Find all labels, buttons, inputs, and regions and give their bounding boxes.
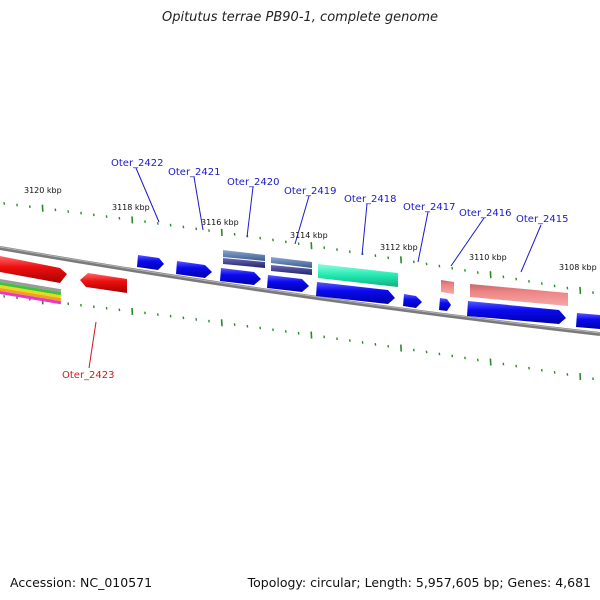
feature-navy-2420[interactable] — [223, 258, 265, 268]
feature-stripe-gray[interactable] — [0, 278, 62, 293]
tick-label-3114: 3114 kbp — [290, 231, 328, 240]
feature-stripe-yellow[interactable] — [0, 285, 62, 299]
cds-arrow-oter-2416[interactable] — [439, 298, 451, 311]
tick-label-3108: 3108 kbp — [559, 263, 597, 272]
feature-teal-2418[interactable] — [318, 264, 398, 287]
gene-label-oter-2417[interactable]: Oter_2417 — [403, 202, 456, 213]
feature-stripe-green[interactable] — [0, 281, 62, 296]
tick-label-3116: 3116 kbp — [201, 218, 239, 227]
feature-stripe-orange[interactable] — [0, 288, 62, 302]
gene-label-oter-2423[interactable]: Oter_2423 — [62, 370, 115, 381]
gene-label-oter-2421[interactable]: Oter_2421 — [168, 167, 221, 178]
cds-arrow-oter-2421[interactable] — [176, 261, 212, 278]
cds-arrow-oter-2419[interactable] — [267, 275, 309, 292]
feature-navy-2419[interactable] — [271, 265, 312, 275]
cds-arrow-next[interactable] — [576, 313, 600, 329]
feature-salmon-2416[interactable] — [441, 280, 454, 294]
gene-label-oter-2415[interactable]: Oter_2415 — [516, 214, 569, 225]
leader-oter-2418 — [361, 203, 368, 256]
outer-tick-ring — [3, 202, 594, 295]
gene-label-oter-2422[interactable]: Oter_2422 — [111, 158, 164, 169]
cds-arrow-oter-2417[interactable] — [403, 294, 422, 308]
cds-arrow-oter-2415[interactable] — [467, 301, 566, 324]
map-title: Opitutus terrae PB90-1, complete genome — [161, 10, 439, 25]
feature-track-upper — [223, 250, 568, 306]
gene-label-oter-2418[interactable]: Oter_2418 — [344, 194, 397, 205]
upper-gene-labels: Oter_2422 Oter_2421 Oter_2420 Oter_2419 … — [111, 158, 569, 225]
tick-label-3120: 3120 kbp — [24, 186, 62, 195]
tick-labels: 3120 kbp 3118 kbp 3116 kbp 3114 kbp 3112… — [24, 186, 597, 272]
gene-leader-lines — [135, 167, 542, 273]
cds-arrow-oter-2420[interactable] — [220, 268, 261, 285]
feature-steel-2419[interactable] — [271, 257, 312, 268]
inner-tick-ring — [3, 295, 594, 381]
gene-label-oter-2420[interactable]: Oter_2420 — [227, 177, 280, 188]
leader-oter-2423 — [88, 321, 97, 369]
leader-oter-2422 — [135, 167, 160, 223]
tick-label-3110: 3110 kbp — [469, 253, 507, 262]
leader-oter-2419 — [294, 195, 310, 245]
gene-label-oter-2416[interactable]: Oter_2416 — [459, 208, 512, 219]
feature-salmon-2415[interactable] — [470, 284, 568, 306]
leader-oter-2420 — [246, 186, 254, 238]
tick-label-3118: 3118 kbp — [112, 203, 150, 212]
genome-backbone — [0, 246, 600, 336]
left-features — [0, 256, 127, 305]
topology-label: Topology: circular; Length: 5,957,605 bp… — [247, 575, 591, 590]
gene-label-oter-2419[interactable]: Oter_2419 — [284, 186, 337, 197]
genome-backbone-highlight — [0, 246, 600, 334]
leader-oter-2417 — [417, 211, 429, 263]
cds-red-oter-2423[interactable] — [80, 273, 127, 293]
tick-label-3112: 3112 kbp — [380, 243, 418, 252]
leader-oter-2415 — [520, 224, 542, 273]
cds-arrow-oter-2418[interactable] — [316, 282, 395, 304]
leader-oter-2421 — [193, 176, 204, 231]
cds-track — [137, 255, 600, 329]
cds-red-upper[interactable] — [0, 256, 67, 283]
cds-arrow-oter-2422[interactable] — [137, 255, 164, 270]
leader-oter-2416 — [450, 217, 485, 267]
feature-stripe-magenta[interactable] — [0, 291, 62, 305]
accession-label: Accession: NC_010571 — [10, 575, 153, 590]
feature-steel-2420[interactable] — [223, 250, 265, 261]
